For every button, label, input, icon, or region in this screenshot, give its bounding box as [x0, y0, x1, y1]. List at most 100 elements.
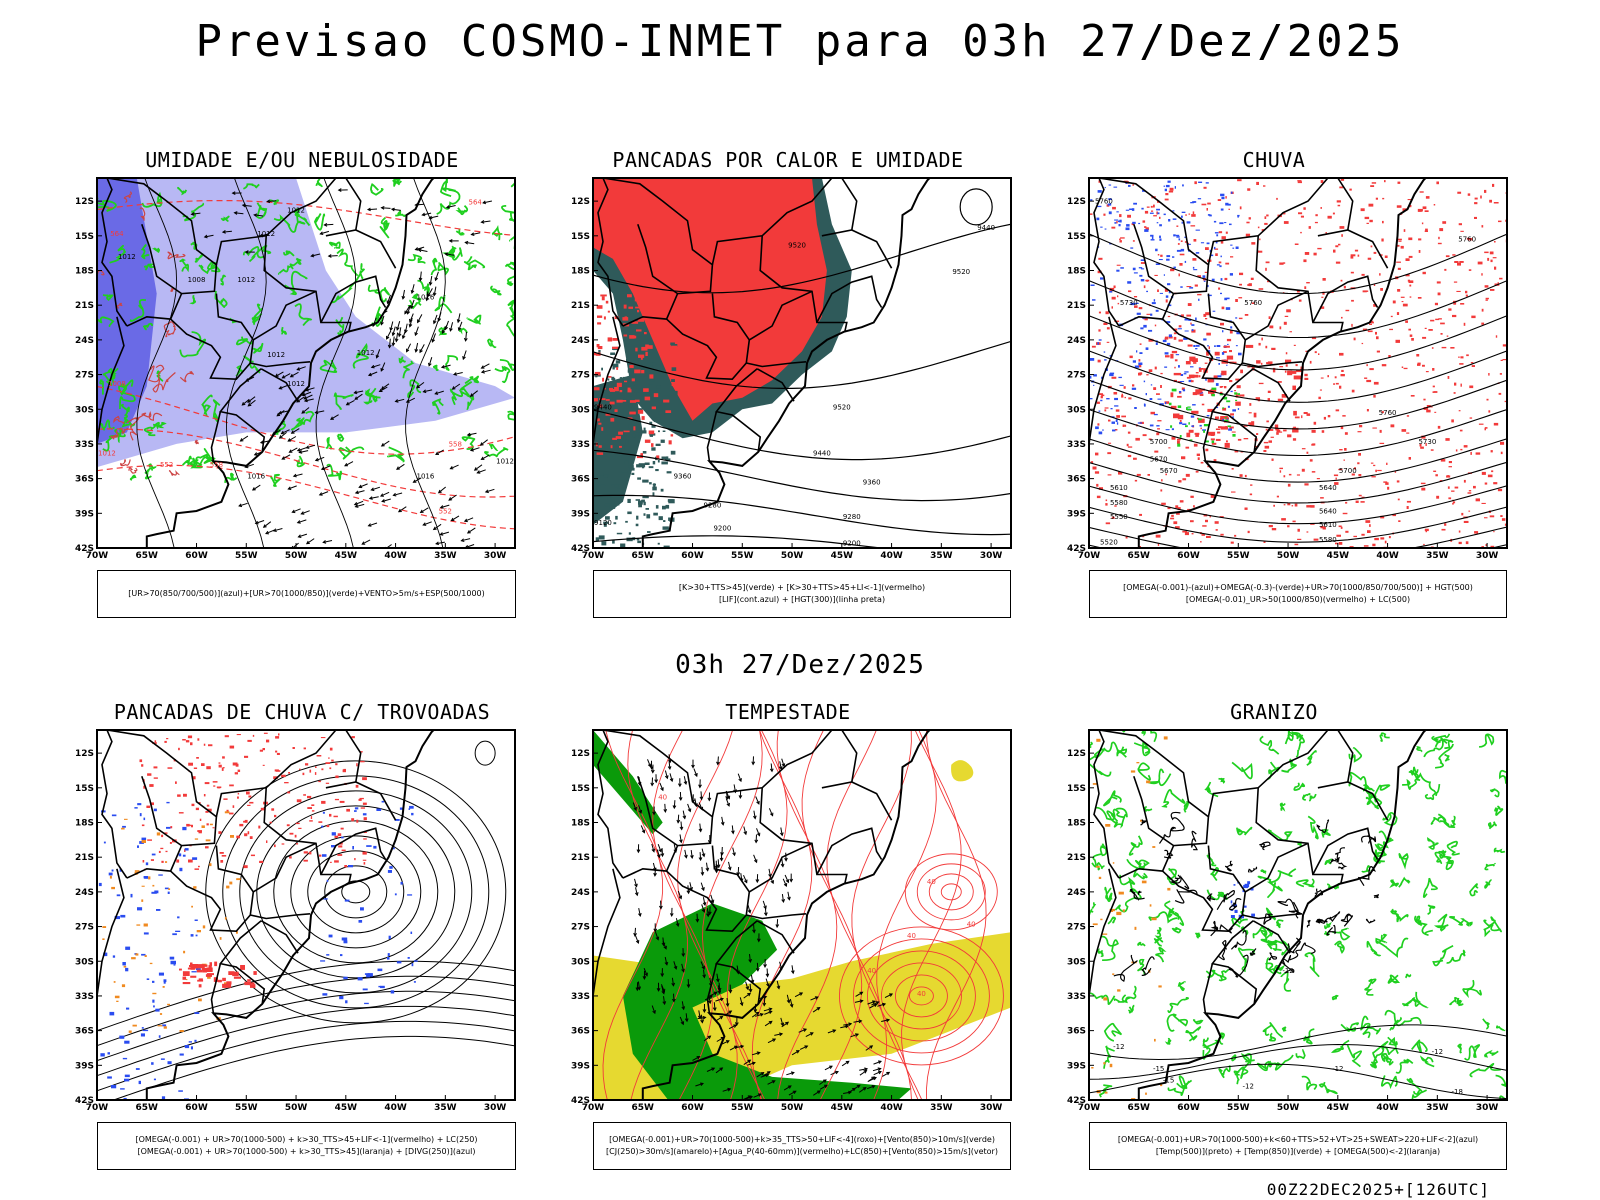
heat-red-dot [645, 351, 648, 356]
rain-red-dot [1361, 496, 1365, 499]
rain-red-dot [1177, 414, 1184, 420]
rain-red-dot [1226, 440, 1228, 443]
rain-blue-dot [1102, 429, 1104, 431]
rain-blue-dot [1167, 180, 1171, 183]
rain-red-dot [1139, 372, 1143, 375]
contour-label: 5610 [1110, 484, 1128, 492]
country-border [210, 411, 222, 462]
lat-tick-label: 39S [1067, 1061, 1086, 1071]
storm-orange-dot [193, 886, 197, 889]
rain-red-dot [1197, 457, 1200, 460]
rain-red-dot [1165, 473, 1167, 476]
rain-red-dot [1268, 525, 1273, 528]
wind-vector-head [449, 466, 454, 470]
divergence-blue-dot [158, 1035, 161, 1038]
streamline [273, 820, 439, 964]
rain-red-dot [1406, 415, 1410, 417]
rain-green-dot [1177, 405, 1182, 408]
rain-red-dot [1263, 541, 1266, 543]
heat-red-dot [671, 345, 678, 349]
wind-vector-head [479, 442, 484, 446]
omega-orange-dot [1100, 918, 1103, 921]
divergence-blue-dot [137, 907, 143, 911]
rain-blue-dot [1164, 188, 1167, 192]
lon-tick-label: 35W [1426, 551, 1449, 561]
temp850-contour [1444, 753, 1450, 762]
rain-red-dot [1325, 232, 1327, 234]
wind-vector-head [265, 530, 270, 535]
rain-blue-dot [1146, 348, 1148, 350]
wind-vector-head [310, 253, 315, 258]
rain-red-dot [1370, 185, 1375, 187]
wind-vector [396, 463, 405, 470]
rain-red-dot [1106, 341, 1110, 343]
heat-green-dot [636, 464, 641, 468]
rain-red-dot [1218, 261, 1222, 264]
heat-green-dot [597, 387, 603, 391]
rain-blue-dot [1093, 374, 1097, 377]
rain-red-dot [1504, 400, 1507, 403]
rain-red-dot [1382, 197, 1385, 200]
rain-green-dot [1203, 424, 1209, 427]
country-border [714, 920, 762, 1005]
wind-vector-head [848, 1022, 853, 1026]
rain-red-dot [1358, 453, 1361, 456]
rain-red-dot [1248, 283, 1252, 287]
humidity-low-contour [315, 178, 323, 188]
storm-red-dot [187, 967, 196, 970]
heat-red-dot [656, 302, 663, 306]
rain-red-dot [1422, 206, 1427, 210]
wind-vector [697, 1016, 706, 1020]
temp850-contour [1449, 916, 1470, 926]
legend-line: [OMEGA(-0.01)_UR>50(1000/850)(vermelho) … [1185, 595, 1411, 604]
rain-red-dot [1127, 431, 1131, 434]
rain-red-dot [1190, 225, 1196, 227]
wind-vector-head [417, 248, 422, 253]
temp850-contour [1365, 796, 1383, 810]
temp850-contour [1332, 927, 1351, 941]
rain-blue-dot [1180, 381, 1183, 383]
rain-red-dot [1121, 415, 1126, 418]
rain-blue-dot [1180, 248, 1185, 252]
wind-vector [781, 1021, 789, 1028]
temp850-contour [1135, 859, 1150, 871]
rain-red-dot [1294, 416, 1300, 419]
heat-red-dot [671, 349, 675, 353]
lon-tick-label: 50W [781, 551, 804, 561]
water-contour [801, 730, 863, 1100]
lat-tick-label: 12S [75, 749, 94, 759]
contour-label: 1012 [287, 380, 305, 388]
wind-vector [252, 484, 261, 491]
heat-green-dot [649, 421, 653, 425]
plot-frame [1088, 729, 1508, 1101]
lat-tick-label: 27S [1067, 371, 1086, 381]
heat-red-dot [629, 411, 636, 415]
heat-red-dot [646, 345, 653, 349]
storm-orange-dot [226, 885, 230, 889]
storm-red-dot [142, 860, 145, 863]
temp850-contour [1231, 1054, 1237, 1062]
wind-vector-head [669, 778, 674, 783]
rain-red-dot [1365, 290, 1369, 292]
rain-blue-dot [1180, 286, 1183, 288]
country-border [252, 842, 317, 893]
rain-red-dot [1153, 204, 1155, 208]
country-border [714, 368, 762, 453]
rain-blue-dot [1164, 352, 1169, 355]
rain-red-dot [1119, 214, 1122, 218]
temp500-contour [1140, 819, 1148, 826]
wind-vector [663, 996, 666, 1005]
temp850-contour [1155, 946, 1167, 963]
wind-vector-head [390, 207, 395, 212]
heat-red-dot [603, 316, 606, 320]
heat-red-dot [634, 297, 637, 302]
rain-red-dot [1379, 273, 1381, 276]
rain-blue-dot [1230, 191, 1233, 194]
rain-red-dot [1417, 297, 1422, 299]
rain-red-dot [1177, 381, 1182, 383]
hgt500-contour [1089, 485, 1507, 525]
wind-vector [703, 1035, 711, 1042]
heat-red-dot [643, 388, 649, 392]
rain-blue-dot [1113, 186, 1118, 188]
